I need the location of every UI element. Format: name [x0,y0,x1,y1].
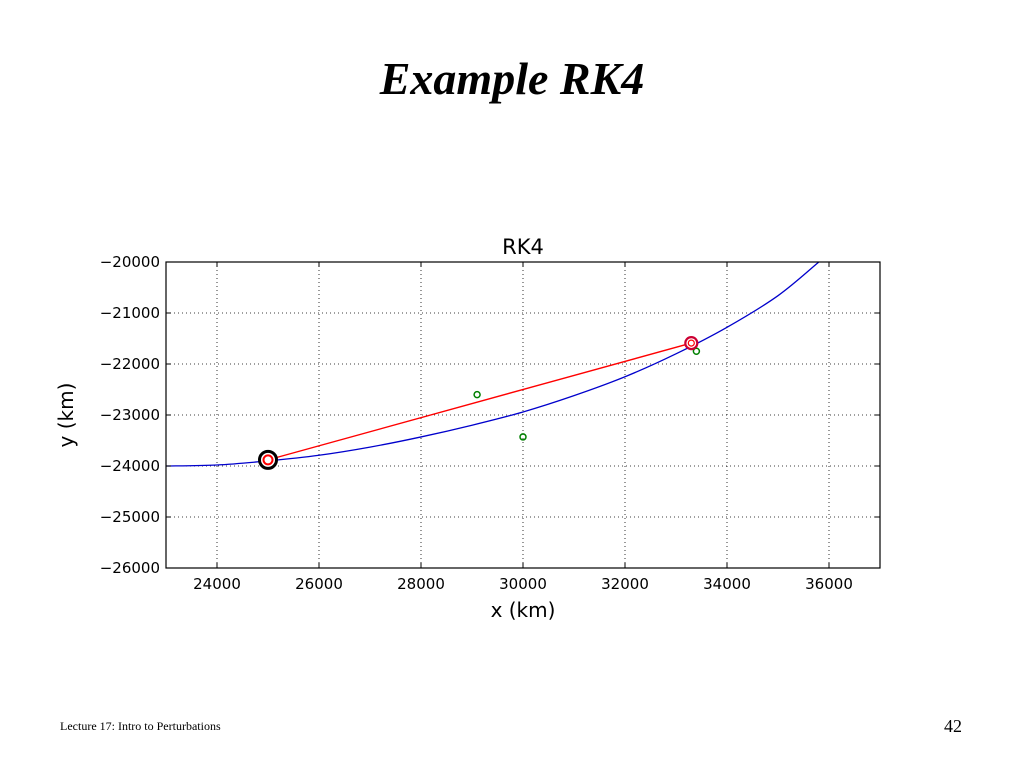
rk4-stage-point [473,390,481,399]
y-tick-label: −22000 [100,355,160,373]
x-tick-label: 34000 [703,575,751,593]
slide-title: Example RK4 [379,53,645,104]
x-tick-label: 28000 [397,575,445,593]
x-tick-label: 26000 [295,575,343,593]
x-tick-label: 36000 [805,575,853,593]
page-number: 42 [944,716,962,736]
end-point-inner [687,339,695,347]
orbit-curve [166,262,820,467]
rk4-stage-point [692,347,701,355]
x-axis-label: x (km) [491,598,556,622]
y-tick-label: −26000 [100,559,160,577]
y-tick-label: −24000 [100,457,160,475]
y-tick-label: −25000 [100,508,160,526]
start-point-inner [262,454,274,466]
plot-area [166,262,820,470]
footer-lecture-title: Lecture 17: Intro to Perturbations [60,719,221,733]
chart-title: RK4 [502,235,544,259]
y-tick-label: −21000 [100,304,160,322]
y-axis-label: y (km) [54,383,78,448]
y-tick-label: −23000 [100,406,160,424]
x-tick-label: 32000 [601,575,649,593]
x-tick-label: 30000 [499,575,547,593]
y-tick-label: −20000 [100,253,160,271]
rk4-stage-point [519,433,527,441]
x-tick-label: 24000 [193,575,241,593]
rk4-step-line [267,342,692,461]
